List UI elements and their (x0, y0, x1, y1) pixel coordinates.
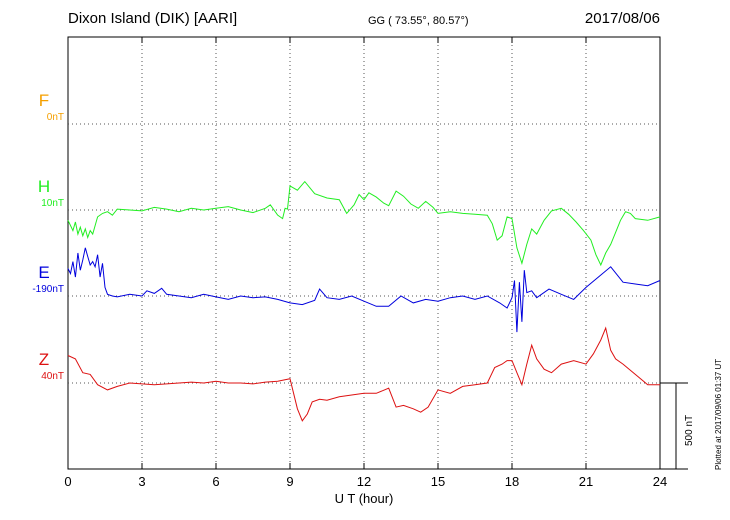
component-label-z: Z (39, 350, 49, 369)
scale-bar-label: 500 nT (684, 415, 695, 446)
component-label-e: E (38, 263, 49, 282)
component-baseline-e: -190nT (32, 284, 64, 295)
x-tick-label-3: 9 (286, 474, 293, 489)
x-tick-label-6: 18 (505, 474, 519, 489)
x-axis: 0 3 6 9 12 15 18 21 24 (64, 37, 667, 489)
component-label-f: F (39, 91, 49, 110)
series-line-e (67, 247, 661, 333)
station-title: Dixon Island (DIK) [AARI] (68, 10, 238, 27)
component-baseline-f: 0nT (47, 112, 64, 123)
component-labels: F 0nT H 10nT E -190nT Z 40nT (32, 91, 64, 382)
x-tick-label-7: 21 (579, 474, 593, 489)
observation-date: 2017/08/06 (584, 10, 660, 27)
x-tick-label-4: 12 (357, 474, 371, 489)
x-axis-label: U T (hour) (335, 491, 394, 506)
grid (68, 37, 660, 469)
series-lines (67, 180, 661, 422)
x-tick-label-8: 24 (653, 474, 667, 489)
component-baseline-z: 40nT (41, 371, 64, 382)
x-tick-label-1: 3 (138, 474, 145, 489)
series-line-z (67, 326, 660, 422)
series-line-h (67, 180, 661, 267)
component-baseline-h: 10nT (41, 198, 64, 209)
x-tick-label-5: 15 (431, 474, 445, 489)
scale-bar: 500 nT (660, 382, 695, 470)
station-coordinates: GG ( 73.55°, 80.57°) (368, 15, 469, 27)
x-tick-label-2: 6 (212, 474, 219, 489)
x-tick-label-0: 0 (64, 474, 71, 489)
component-label-h: H (38, 177, 50, 196)
